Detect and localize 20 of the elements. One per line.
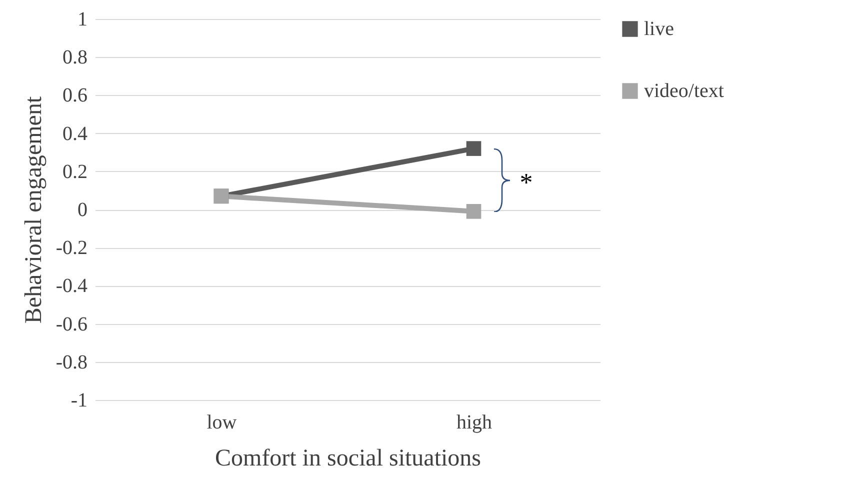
y-tick-label: 0.8 <box>62 46 88 69</box>
y-tick-label: 0 <box>78 199 88 221</box>
y-tick-label: -1 <box>70 390 88 412</box>
x-axis-title: Comfort in social situations <box>215 446 481 472</box>
y-tick-label: 0.2 <box>62 160 88 183</box>
y-tick-label: -0.4 <box>56 275 88 298</box>
y-tick-label: -0.6 <box>56 313 88 336</box>
x-tick-label: high <box>456 412 492 434</box>
legend-label: video/text <box>644 80 724 102</box>
y-axis-title: Behavioral engagement <box>20 96 47 324</box>
annotation: * <box>520 168 533 197</box>
y-tick-label: 0.4 <box>62 122 88 145</box>
point <box>466 204 482 219</box>
point <box>466 141 482 156</box>
y-tick-label: -0.8 <box>56 351 88 374</box>
y-tick-label: 0.6 <box>62 84 88 107</box>
x-tick-label: low <box>206 412 238 434</box>
y-tick-label: 1 <box>78 8 88 30</box>
y-tick-label: -0.2 <box>56 237 88 260</box>
legend-label: live <box>644 18 674 40</box>
